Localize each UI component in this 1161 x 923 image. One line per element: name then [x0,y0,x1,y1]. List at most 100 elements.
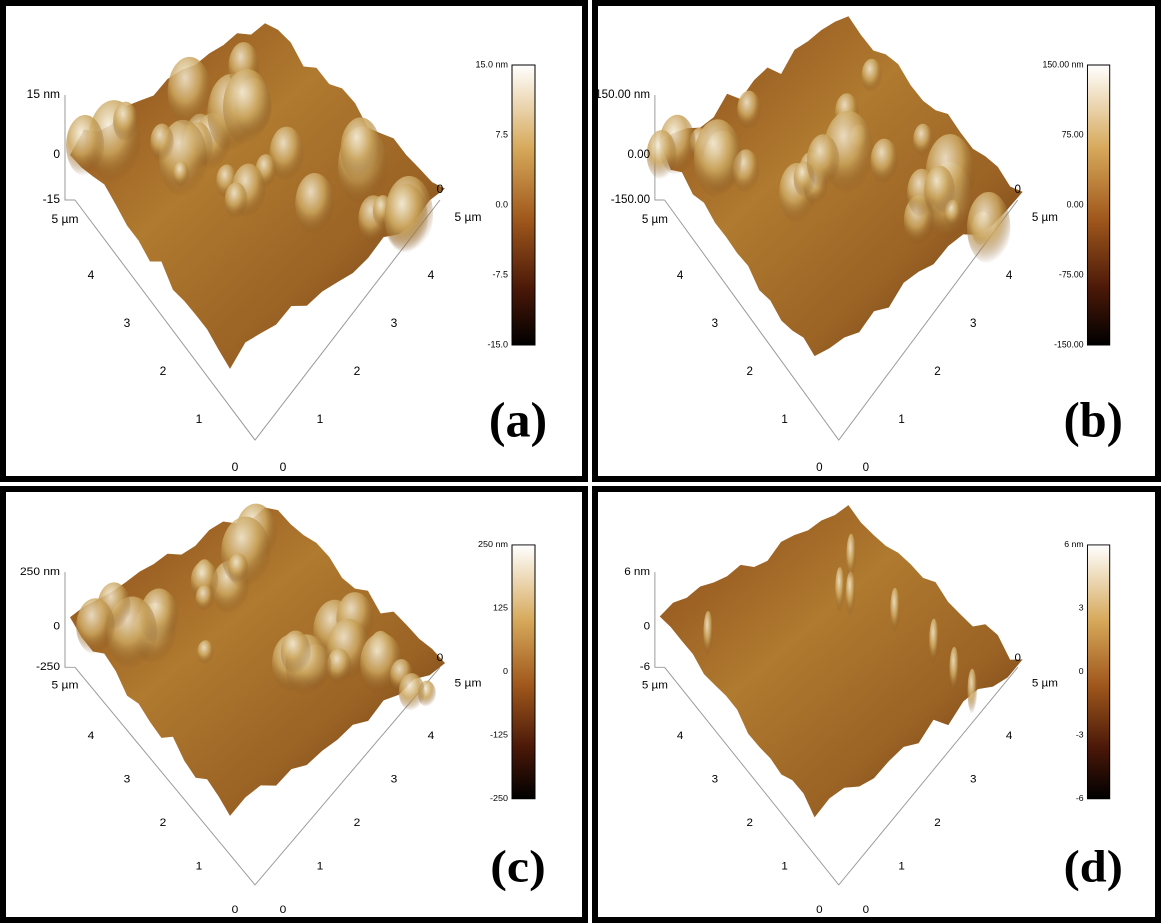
surface-peak [862,59,882,92]
right-axis-label: 2 [354,364,361,378]
right-axis-label: 5 µm [1032,210,1058,224]
colorbar-label: -125 [490,730,508,739]
z-axis-label: 6 nm [624,566,650,578]
right-axis-label: 0 [863,460,870,474]
colorbar-label: 6 nm [1064,539,1083,549]
right-axis-label: 4 [1006,730,1012,742]
surface-peak [281,631,311,674]
right-axis-label: 5 µm [455,678,482,689]
corner-label: 0 [437,182,444,196]
left-axis-label: 3 [712,774,718,786]
surface-peak [223,69,271,145]
z-axis-label: -15 [43,192,61,206]
right-axis-label: 3 [970,316,977,330]
left-axis-label: 5 µm [642,680,668,692]
surface-peak [228,553,249,583]
right-axis-label: 2 [934,364,940,378]
surface-peak [340,117,380,182]
colorbar-label: 15.0 nm [475,59,508,69]
z-axis-label: -150.00 [611,192,651,206]
right-axis-label: 4 [428,268,435,282]
colorbar-label: 7.5 [495,129,508,139]
left-axis-label: 3 [712,316,719,330]
corner-label: 0 [437,653,444,664]
surface-peak [197,640,214,664]
left-axis-label: 3 [124,774,131,785]
surface-peak [890,588,900,633]
figure: 15 nm 0 -15 0 1 2 3 4 5 µm 0 1 2 3 4 5 µm 0 15.0 nm 7.5 0.… [0,0,1161,923]
colorbar [512,65,535,345]
left-axis-label: 0 [816,904,822,916]
left-axis-label: 1 [781,412,787,426]
right-axis-label: 2 [354,818,361,829]
surface-peak [384,184,427,253]
left-axis-label: 1 [196,412,203,426]
surface-peak [929,619,939,664]
colorbar-label: 0.00 [1067,199,1084,209]
z-axis-label: -6 [640,661,650,673]
surface-peak [703,611,713,656]
colorbar-label: -150.00 [1054,339,1084,349]
surface-peak [399,673,425,711]
right-axis-label: 3 [391,316,398,330]
right-axis-label: 4 [428,731,435,742]
left-axis-label: 2 [746,817,752,829]
right-axis-label: 4 [1006,268,1013,282]
surface-peak [225,182,248,218]
right-axis-label: 1 [317,412,324,426]
left-axis-label: 2 [160,364,167,378]
z-axis-label: -250 [36,662,60,673]
surface-peak [835,567,845,612]
left-axis-label: 4 [88,268,95,282]
colorbar-label: 150.00 nm [1042,59,1083,69]
colorbar-label: -7.5 [492,269,508,279]
right-axis-label: 5 µm [455,210,482,224]
surface-peak [168,57,212,127]
panel-label: (a) [489,391,547,447]
surface-peak [295,173,334,235]
surface-peak [647,130,677,179]
surface-peak [846,534,856,579]
right-axis-label: 0 [280,905,287,916]
left-axis-label: 0 [232,460,239,474]
colorbar-label: -6 [1076,793,1084,803]
right-axis-label: 0 [280,460,287,474]
surface-peak [76,598,115,654]
colorbar-label: 75.00 [1062,129,1084,139]
left-axis-label: 0 [816,460,823,474]
left-axis-label: 5 µm [642,212,668,226]
surface-peak [949,647,959,692]
z-axis-label: 15 nm [27,87,60,101]
right-axis-label: 2 [934,817,940,829]
colorbar [1087,545,1109,799]
colorbar-label: 3 [1079,603,1084,613]
right-axis-label: 1 [317,861,324,872]
panel-label: (b) [1064,392,1123,448]
left-axis-label: 0 [232,905,239,916]
colorbar-label: -3 [1076,730,1084,740]
z-axis-label: 0.00 [627,147,650,161]
right-axis-label: 1 [898,861,904,873]
colorbar-label: -75.00 [1059,269,1084,279]
right-axis-label: 1 [898,412,904,426]
left-axis-label: 5 µm [52,212,79,226]
z-axis-label: 0 [53,621,60,632]
surface-peak [967,192,1010,264]
surface-peak [173,161,189,187]
z-axis-label: 150.00 nm [595,87,650,101]
colorbar-label: 0 [1079,666,1084,676]
colorbar [1087,65,1109,345]
right-axis-label: 3 [970,774,976,786]
left-axis-label: 1 [196,861,203,872]
panel-label: (c) [490,842,545,892]
colorbar-label: -15.0 [487,339,508,349]
surface-peak [196,585,214,611]
z-axis-label: 250 nm [20,566,60,577]
surface-peak [870,139,898,185]
z-axis-label: 0 [53,147,60,161]
colorbar-label: 250 nm [478,539,508,548]
surface-peak [924,166,955,217]
colorbar-label: 0.0 [495,199,508,209]
colorbar [512,545,535,799]
surface-peak [967,669,977,714]
